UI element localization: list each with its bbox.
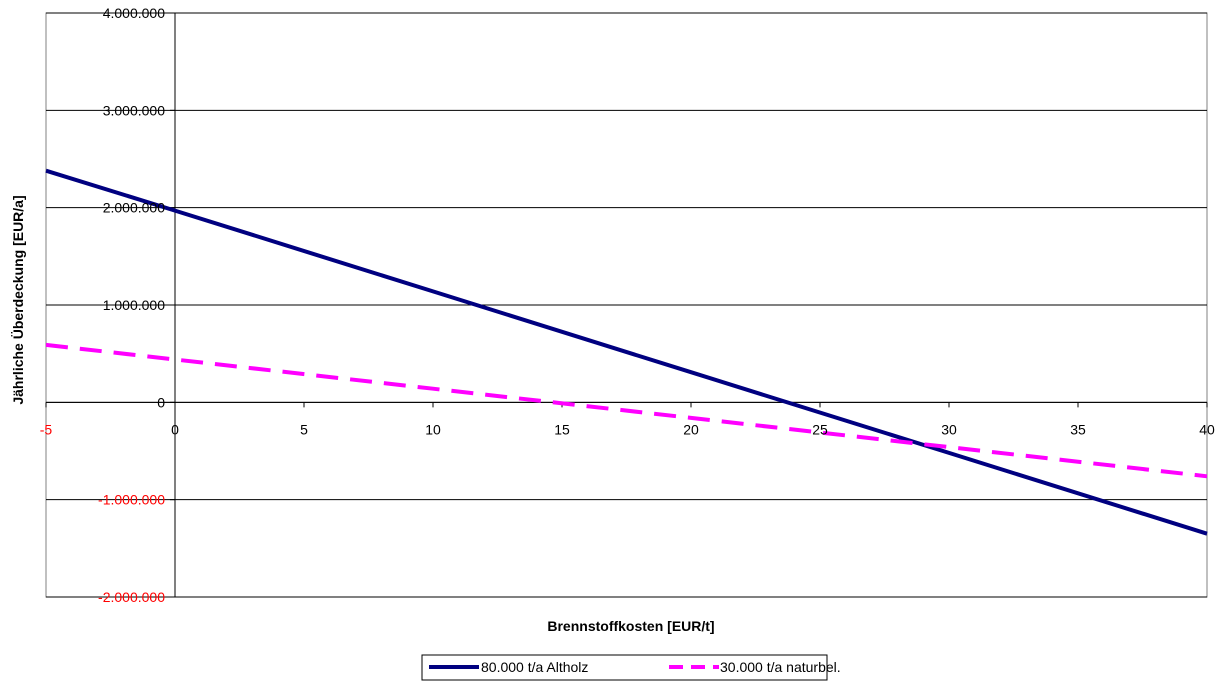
x-tick-label-8: 35: [1070, 421, 1086, 437]
y-tick-label-2: 2.000.000: [103, 200, 165, 216]
gridlines: [45, 12, 1208, 598]
legend-label-altholz: 80.000 t/a Altholz: [481, 659, 588, 675]
x-tick-label-9: 40: [1199, 421, 1215, 437]
legend: 80.000 t/a Altholz 30.000 t/a naturbel.: [421, 654, 841, 681]
series-line-0: [45, 168, 1208, 536]
x-tick-label-7: 30: [941, 421, 957, 437]
y-tick-label-3: 1.000.000: [103, 297, 165, 313]
tick-labels: 4.000.000 3.000.000 2.000.000 1.000.000 0 -1.…: [40, 5, 1215, 605]
y-tick-label-0: 4.000.000: [103, 5, 165, 21]
y-tick-label-4: 0: [157, 394, 165, 410]
series-line-1: [45, 342, 1208, 479]
y-axis-title: Jährliche Überdeckung [EUR/a]: [10, 195, 26, 404]
legend-box: [421, 654, 828, 681]
x-tick-label-5: 20: [683, 421, 699, 437]
x-tick-label-2: 5: [300, 421, 308, 437]
x-tick-label-1: 0: [171, 421, 179, 437]
y-tick-label-1: 3.000.000: [103, 102, 165, 118]
legend-label-naturbel: 30.000 t/a naturbel.: [720, 659, 841, 675]
series-lines: [45, 168, 1208, 536]
y-tick-label-5: -1.000.000: [98, 492, 165, 508]
y-tick-label-6: -2.000.000: [98, 589, 165, 605]
x-axis-title: Brennstoffkosten [EUR/t]: [547, 618, 714, 634]
x-tick-label-6: 25: [812, 421, 828, 437]
x-tick-label-4: 15: [554, 421, 570, 437]
x-tick-label-3: 10: [425, 421, 441, 437]
x-tick-label-0: -5: [40, 421, 53, 437]
